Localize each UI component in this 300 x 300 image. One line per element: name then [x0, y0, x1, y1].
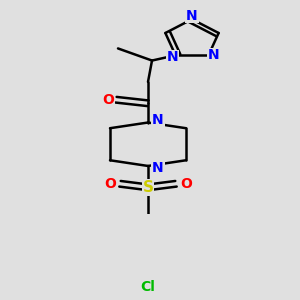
Text: Cl: Cl: [141, 280, 155, 294]
Text: N: N: [152, 113, 164, 128]
Text: N: N: [208, 48, 219, 62]
Text: N: N: [186, 9, 198, 23]
Text: S: S: [142, 180, 154, 195]
Text: O: O: [180, 177, 192, 191]
Text: N: N: [152, 161, 164, 175]
Text: O: O: [104, 177, 116, 191]
Text: O: O: [102, 93, 114, 107]
Text: N: N: [167, 50, 178, 64]
